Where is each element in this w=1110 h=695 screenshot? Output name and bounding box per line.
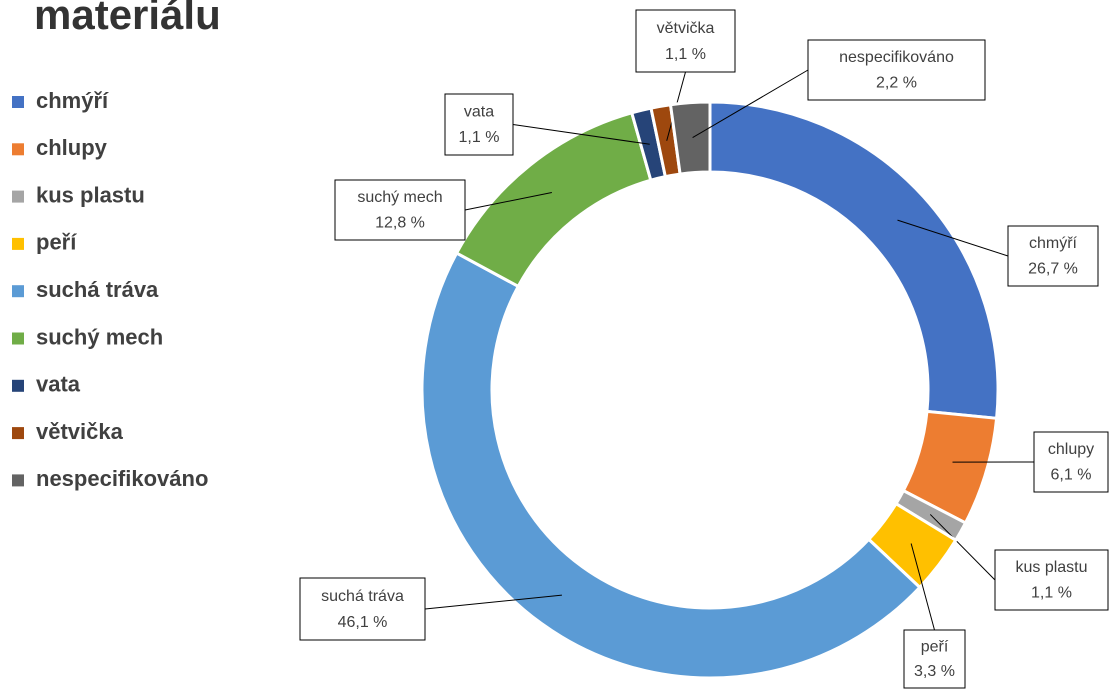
label-name: chlupy	[1048, 441, 1094, 458]
legend-swatch	[12, 427, 24, 439]
legend-swatch	[12, 380, 24, 392]
legend-label: chlupy	[36, 135, 108, 160]
label-name: suchý mech	[357, 189, 442, 206]
legend-label: peří	[36, 230, 77, 255]
legend-label: vata	[36, 372, 81, 397]
label-value: 1,1 %	[1031, 584, 1072, 601]
label-name: kus plastu	[1015, 559, 1087, 576]
legend-label: suchý mech	[36, 324, 163, 349]
donut-segment	[422, 253, 920, 678]
label-value: 3,3 %	[914, 663, 955, 680]
legend-label: větvička	[36, 419, 124, 444]
legend-label: chmýří	[36, 88, 109, 113]
label-value: 26,7 %	[1028, 260, 1078, 277]
label-name: vata	[464, 104, 494, 121]
legend-swatch	[12, 191, 24, 203]
label-name: peří	[921, 639, 949, 656]
legend-swatch	[12, 285, 24, 297]
legend-swatch	[12, 143, 24, 155]
label-value: 12,8 %	[375, 214, 425, 231]
chart-title: materiálu	[34, 0, 221, 38]
legend-swatch	[12, 238, 24, 250]
label-value: 1,1 %	[665, 46, 706, 63]
donut-segment	[710, 102, 998, 418]
label-value: 2,2 %	[876, 74, 917, 91]
label-name: větvička	[657, 20, 715, 37]
label-name: nespecifikováno	[839, 49, 954, 66]
label-value: 46,1 %	[338, 614, 388, 631]
legend-swatch	[12, 96, 24, 108]
label-value: 1,1 %	[459, 129, 500, 146]
legend-label: nespecifikováno	[36, 466, 208, 491]
legend-label: kus plastu	[36, 182, 145, 207]
label-value: 6,1 %	[1051, 466, 1092, 483]
legend-swatch	[12, 474, 24, 486]
legend-label: suchá tráva	[36, 277, 159, 302]
label-name: suchá tráva	[321, 588, 404, 605]
legend-swatch	[12, 333, 24, 345]
label-name: chmýří	[1029, 235, 1078, 252]
